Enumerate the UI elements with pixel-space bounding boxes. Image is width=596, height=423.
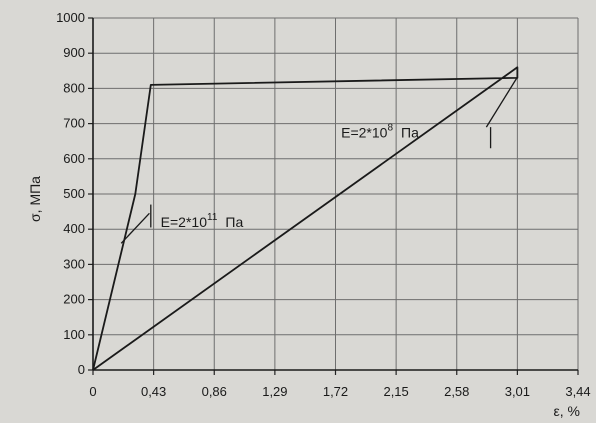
- annotation-exponent: 11: [207, 212, 218, 223]
- y-tick-label: 800: [63, 80, 85, 95]
- annotation-label: E=2*1011 Па: [161, 212, 244, 230]
- series: [92, 66, 519, 371]
- annotation-leader: [120, 212, 150, 244]
- x-tick-label: 0: [89, 384, 96, 399]
- x-tick-label: 1,72: [323, 384, 348, 399]
- y-tick-label: 900: [63, 45, 85, 60]
- stress-strain-curve: [92, 66, 519, 371]
- annotation-unit: Па: [225, 214, 243, 230]
- x-tick-label: 2,58: [444, 384, 469, 399]
- y-tick-label: 300: [63, 256, 85, 271]
- x-axis-label: ε, %: [554, 403, 580, 419]
- grid: [93, 17, 579, 370]
- y-tick-label: 100: [63, 327, 85, 342]
- annotation-unit: Па: [401, 124, 419, 140]
- y-tick-label: 400: [63, 221, 85, 236]
- annotation-exponent: 8: [387, 122, 393, 133]
- y-tick-label: 1000: [56, 10, 85, 25]
- annotation-base: E=2*10: [161, 214, 208, 230]
- annotation-leader: [485, 76, 518, 128]
- annotation-base: E=2*10: [341, 124, 388, 140]
- tick-labels: 0 100 200 300 400 500 600 700 800 900 1000 0 0,43 0,8…: [56, 10, 591, 399]
- annotation-label: E=2*108 Па: [341, 122, 419, 140]
- x-tick-label: 0,43: [141, 384, 166, 399]
- x-tick-label: 2,15: [383, 384, 408, 399]
- annotations: E=2*1011 ПаE=2*108 Па: [161, 122, 419, 230]
- y-tick-label: 600: [63, 151, 85, 166]
- y-tick-label: 500: [63, 186, 85, 201]
- y-tick-label: 200: [63, 292, 85, 307]
- x-tick-label: 0,86: [202, 384, 227, 399]
- y-axis-label: σ, МПа: [27, 176, 43, 222]
- y-tick-label: 0: [78, 362, 85, 377]
- y-tick-label: 700: [63, 116, 85, 131]
- x-tick-label: 1,29: [262, 384, 287, 399]
- x-tick-label: 3,44: [565, 384, 590, 399]
- x-tick-label: 3,01: [505, 384, 530, 399]
- axes: [88, 17, 579, 375]
